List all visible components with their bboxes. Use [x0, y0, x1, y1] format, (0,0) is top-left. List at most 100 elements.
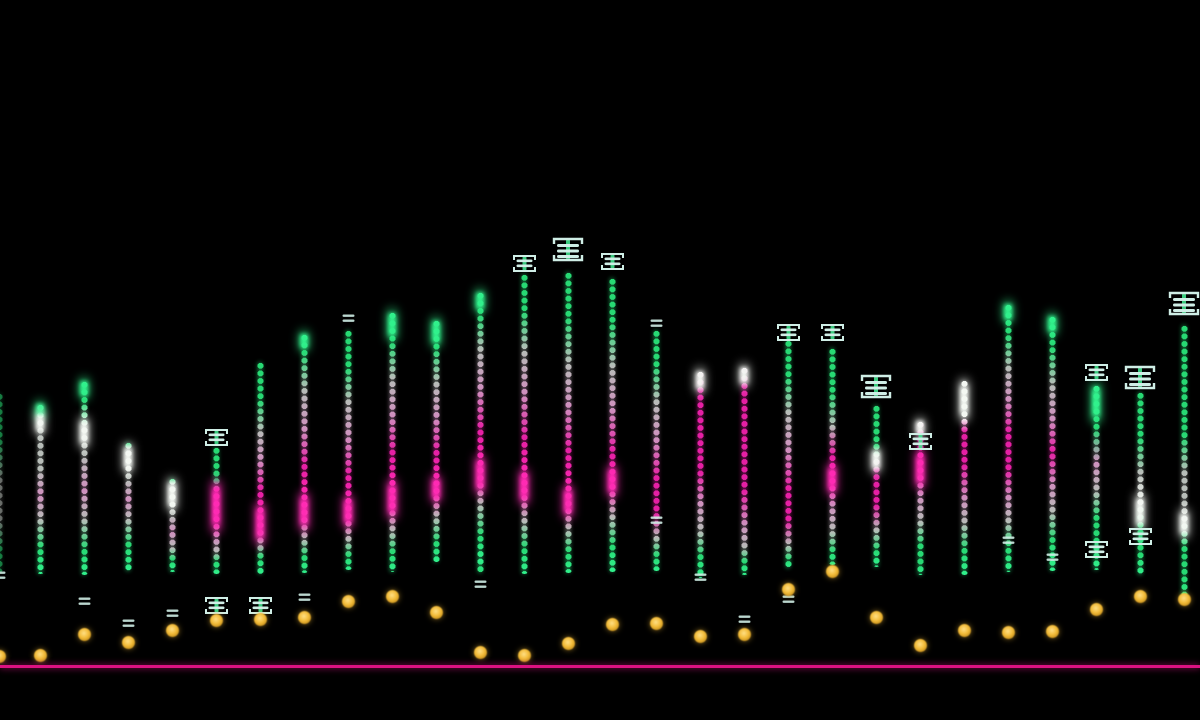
spark-dot — [957, 623, 971, 637]
column — [476, 292, 484, 573]
spark-dot — [781, 582, 795, 596]
spark-dot — [693, 629, 707, 643]
column — [608, 278, 616, 572]
column — [1092, 385, 1100, 570]
column — [1136, 392, 1144, 575]
stack-icon — [204, 596, 229, 615]
stack-icon — [297, 592, 312, 603]
spark-dot — [605, 617, 619, 631]
stack-icon — [1128, 527, 1153, 546]
spark-dot — [825, 564, 839, 578]
bright-segment — [564, 485, 572, 518]
stack-icon — [1045, 552, 1060, 563]
bright-segment — [608, 465, 616, 497]
column — [1004, 304, 1012, 572]
bright-segment — [872, 447, 880, 473]
bright-segment — [1004, 301, 1012, 323]
stack-icon — [600, 252, 625, 271]
spark-dot — [429, 605, 443, 619]
column — [564, 272, 572, 573]
stack-icon — [649, 515, 664, 526]
bright-segment — [520, 469, 528, 505]
bright-segment — [476, 455, 484, 495]
bright-segment — [36, 401, 44, 419]
bright-segment — [1048, 313, 1056, 335]
stack-icon — [737, 614, 752, 625]
stack-icon — [1084, 540, 1109, 559]
baseline — [0, 665, 1200, 668]
spark-dot — [0, 649, 6, 663]
spark-dot — [33, 648, 47, 662]
spark-dot — [649, 616, 663, 630]
column — [872, 405, 880, 567]
spark-dot — [517, 648, 531, 662]
stack-icon — [121, 618, 136, 629]
stack-icon — [693, 572, 708, 583]
column — [36, 404, 44, 574]
stack-icon — [908, 432, 933, 451]
bright-segment — [212, 480, 220, 533]
column — [1180, 325, 1188, 600]
column — [784, 340, 792, 568]
bright-segment — [388, 479, 396, 519]
spark-dot — [121, 635, 135, 649]
stack-icon — [551, 236, 585, 263]
stack-icon — [1084, 363, 1109, 382]
stack-icon — [1167, 290, 1200, 317]
bright-segment — [300, 492, 308, 531]
stack-icon — [512, 254, 537, 273]
stack-icon — [248, 596, 273, 615]
column — [696, 371, 704, 578]
spark-dot — [913, 638, 927, 652]
column — [1048, 316, 1056, 571]
bright-segment — [916, 418, 924, 437]
bright-segment — [124, 443, 132, 473]
bright-segment — [960, 379, 968, 421]
bright-segment — [300, 331, 308, 351]
bright-segment — [476, 289, 484, 313]
spark-dot — [297, 610, 311, 624]
spark-dot — [341, 594, 355, 608]
column — [828, 348, 836, 565]
column — [168, 478, 176, 572]
spark-dot — [473, 645, 487, 659]
column — [520, 274, 528, 574]
bright-segment — [80, 378, 88, 399]
stack-icon — [165, 608, 180, 619]
stack-icon — [1001, 535, 1016, 546]
stack-icon — [341, 313, 356, 324]
column — [388, 312, 396, 572]
bright-segment — [916, 449, 924, 489]
stack-icon — [473, 579, 488, 590]
stack-icon — [820, 323, 845, 342]
bright-segment — [1180, 509, 1188, 538]
spark-dot — [869, 610, 883, 624]
stack-icon — [0, 570, 7, 581]
bright-segment — [80, 417, 88, 448]
spark-dot — [1177, 592, 1191, 606]
bright-segment — [828, 463, 836, 495]
bright-segment — [168, 478, 176, 511]
bright-segment — [256, 502, 264, 545]
spark-dot — [1089, 602, 1103, 616]
stack-icon — [204, 428, 229, 447]
spark-dot — [253, 612, 267, 626]
spark-dot — [1001, 625, 1015, 639]
spark-dot — [1133, 589, 1147, 603]
stack-icon — [776, 323, 801, 342]
bright-segment — [432, 475, 440, 503]
spark-dot — [209, 613, 223, 627]
bright-segment — [696, 368, 704, 393]
stack-icon — [781, 594, 796, 605]
column — [652, 330, 660, 571]
stack-icon — [859, 373, 893, 400]
column — [740, 367, 748, 575]
column — [916, 421, 924, 575]
bright-segment — [1092, 382, 1100, 423]
column — [124, 442, 132, 571]
stack-icon — [1123, 364, 1157, 391]
stack-icon — [77, 596, 92, 607]
bright-segment — [1136, 493, 1144, 531]
spark-dot — [165, 623, 179, 637]
